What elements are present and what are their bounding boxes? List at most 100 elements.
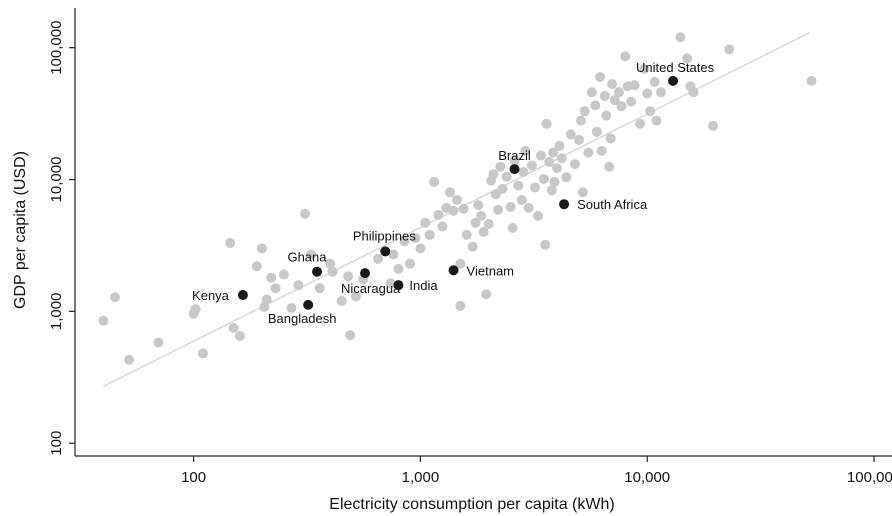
data-point: [609, 95, 620, 106]
data-point: [546, 185, 557, 196]
data-point: [535, 150, 546, 161]
data-point: [481, 289, 492, 300]
data-point: [613, 87, 624, 98]
data-point: [488, 169, 499, 180]
data-point: [270, 283, 281, 294]
data-point: [490, 189, 501, 200]
data-point: [455, 258, 466, 269]
data-point: [437, 221, 448, 232]
data-point: [516, 194, 527, 205]
data-point: [448, 205, 459, 216]
data-point: [554, 140, 565, 151]
data-point: [345, 330, 356, 341]
country-label: Nicaragua: [341, 281, 401, 296]
data-point: [225, 238, 236, 249]
data-point: [109, 292, 120, 303]
data-point: [518, 167, 529, 178]
highlight-point: [393, 280, 404, 291]
highlight-point: [360, 268, 371, 279]
data-point: [399, 236, 410, 247]
data-point: [429, 176, 440, 187]
data-point: [629, 80, 640, 91]
data-point: [620, 51, 631, 62]
data-point: [561, 172, 572, 183]
data-point: [565, 129, 576, 140]
data-point: [278, 269, 289, 280]
data-point: [596, 145, 607, 156]
data-point: [458, 203, 469, 214]
data-point: [541, 118, 552, 129]
data-point: [424, 229, 435, 240]
data-point: [569, 159, 580, 170]
data-point: [601, 110, 612, 121]
data-point: [415, 243, 426, 254]
data-point: [675, 32, 686, 43]
data-point: [577, 187, 588, 198]
data-point: [583, 147, 594, 158]
data-point: [497, 183, 508, 194]
data-point: [461, 229, 472, 240]
data-point: [548, 147, 559, 158]
data-point: [655, 87, 666, 98]
data-point: [639, 63, 650, 74]
data-point: [467, 241, 478, 252]
data-point: [682, 53, 693, 64]
country-label: Kenya: [192, 288, 230, 303]
data-point: [98, 315, 109, 326]
data-point: [538, 173, 549, 184]
country-label: Philippines: [353, 228, 416, 243]
y-tick-label: 100: [48, 431, 65, 456]
data-point: [393, 263, 404, 274]
highlight-point: [303, 299, 314, 310]
data-point: [520, 145, 531, 156]
data-point: [605, 133, 616, 144]
data-point: [153, 337, 164, 348]
data-point: [336, 295, 347, 306]
highlight-point: [237, 290, 248, 301]
x-tick-label: 100,000: [847, 469, 892, 486]
highlight-point: [448, 265, 459, 276]
y-axis-title: GDP per capita (USD): [12, 151, 29, 309]
data-point: [190, 304, 201, 315]
highlight-point: [509, 164, 520, 175]
axes-layer: 100 1,000 10,000 100,000 100 1,000 10,000 100,0…: [48, 8, 892, 486]
points-layer: [98, 32, 817, 365]
data-point: [473, 200, 484, 211]
data-point: [556, 153, 567, 164]
data-point: [607, 79, 618, 90]
highlight-layer: United States Brazil South Africa Philippin…: [192, 60, 715, 326]
data-point: [507, 222, 518, 233]
highlight-point: [311, 266, 322, 277]
data-point: [286, 303, 297, 314]
data-point: [616, 101, 627, 112]
y-tick-label: 10,000: [48, 157, 65, 203]
data-point: [256, 243, 267, 254]
x-axis-title: Electricity consumption per capita (kWh): [329, 496, 614, 513]
data-point: [197, 348, 208, 359]
data-point: [234, 331, 245, 342]
country-label: Bangladesh: [268, 311, 337, 326]
data-point: [405, 258, 416, 269]
highlight-point: [559, 199, 570, 210]
country-label: Brazil: [498, 148, 531, 163]
data-point: [688, 87, 699, 98]
data-point: [306, 249, 317, 260]
data-point: [626, 96, 637, 107]
data-point: [483, 218, 494, 229]
data-point: [444, 187, 455, 198]
data-point: [513, 180, 524, 191]
data-point: [251, 261, 262, 272]
data-point: [505, 201, 516, 212]
data-point: [575, 115, 586, 126]
data-point: [385, 278, 396, 289]
data-point: [549, 176, 560, 187]
data-point: [649, 76, 660, 87]
data-point: [642, 88, 653, 99]
data-point: [604, 161, 615, 172]
data-point: [806, 75, 817, 86]
data-point: [420, 217, 431, 228]
x-tick-label: 100: [181, 469, 206, 486]
data-point: [590, 100, 601, 111]
data-point: [266, 272, 277, 283]
data-point: [526, 160, 537, 171]
